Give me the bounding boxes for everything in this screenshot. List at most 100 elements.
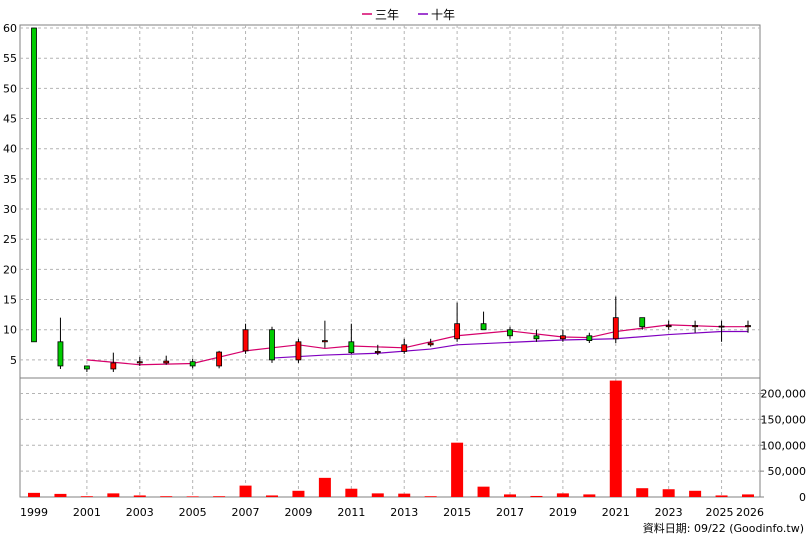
price-tick-label: 5 [10, 354, 17, 367]
candle-body [163, 360, 170, 364]
candle-body [216, 351, 223, 367]
volume-bar [583, 494, 596, 497]
volume-bar [318, 477, 331, 497]
volume-bar [477, 486, 490, 497]
volume-bar [266, 495, 278, 497]
candle-body [110, 362, 117, 370]
volume-bar [530, 495, 543, 497]
volume-bar [451, 442, 464, 497]
candle-body [83, 365, 90, 370]
volume-bar [715, 495, 728, 497]
candle-body [189, 361, 196, 367]
year-tick-label: 2017 [496, 506, 524, 519]
price-tick-label: 35 [3, 173, 17, 186]
candle-body [31, 27, 37, 343]
volume-bar [54, 493, 67, 497]
volume-bar [556, 493, 569, 497]
year-tick-label: 2025 [706, 506, 734, 519]
legend-label: 十年 [431, 8, 455, 22]
candle-body [718, 325, 725, 328]
volume-tick-label: 100,000 [761, 439, 807, 452]
volume-bar [609, 380, 622, 497]
year-tick-label: 2003 [126, 506, 154, 519]
year-tick-label: 2015 [443, 506, 471, 519]
legend-label: 三年 [375, 8, 399, 22]
volume-tick-label: 150,000 [761, 413, 807, 426]
volume-bar [239, 485, 252, 497]
candle-body [692, 325, 699, 328]
candle-body [136, 361, 143, 364]
price-plot-frame [19, 24, 761, 379]
price-tick-label: 50 [3, 82, 17, 95]
price-tick-label: 30 [3, 203, 17, 216]
volume-tick-label: 200,000 [761, 388, 807, 401]
volume-bar [662, 489, 675, 497]
price-gridlines [20, 25, 760, 378]
price-axis-ticks: 5 10 15 20 25 30 35 40 45 50 55 60 [3, 22, 17, 367]
price-tick-label: 45 [3, 113, 17, 126]
candle-body [454, 323, 461, 340]
candle-body [401, 344, 408, 352]
candle-body [427, 342, 434, 346]
volume-bars [28, 380, 754, 497]
volume-bar [28, 492, 40, 497]
year-tick-label: 2009 [284, 506, 312, 519]
year-tick-label: 2011 [337, 506, 365, 519]
volume-bar [371, 493, 384, 497]
year-tick-label: 2026 [736, 506, 764, 519]
year-tick-label: 2007 [232, 506, 260, 519]
volume-bar [345, 488, 358, 497]
volume-bar [80, 496, 93, 497]
candle-body [533, 335, 540, 340]
data-date-note: 資料日期: 09/22 (Goodinfo.tw) [643, 521, 804, 535]
candle-body [269, 329, 275, 361]
candle-body [612, 317, 619, 340]
candlesticks [31, 27, 751, 372]
year-tick-label: 2013 [390, 506, 418, 519]
candle-body [586, 335, 593, 341]
volume-bar [107, 493, 120, 497]
chart-legend: 三年 十年 [362, 8, 455, 22]
price-tick-label: 15 [3, 294, 17, 307]
candle-body [348, 341, 355, 354]
volume-tick-label: 50,000 [768, 465, 807, 478]
volume-bar [160, 496, 173, 497]
volume-axis-ticks: 0 50,000 100,000 150,000 200,000 [760, 388, 806, 504]
volume-bar [636, 488, 649, 497]
year-axis-ticks: 1999 2001 2003 2005 2007 2009 2011 2013 2015 2017… [20, 506, 764, 519]
volume-gridlines [20, 378, 760, 497]
candle-body [57, 341, 64, 367]
volume-bar [292, 490, 305, 497]
candle-body [639, 317, 646, 328]
candle-body [665, 325, 672, 328]
price-tick-label: 20 [3, 263, 17, 276]
volume-bar [742, 494, 754, 497]
volume-bar [424, 496, 437, 497]
volume-bar [213, 496, 226, 497]
candle-body [745, 325, 751, 328]
candle-body [559, 335, 566, 340]
year-tick-label: 2005 [179, 506, 207, 519]
price-tick-label: 60 [3, 22, 17, 35]
candle-body [295, 341, 302, 361]
candle-body [507, 329, 513, 337]
volume-plot-frame [19, 377, 761, 498]
volume-bar [504, 494, 516, 497]
volume-bar [133, 495, 146, 497]
volume-bar [689, 490, 702, 497]
year-tick-label: 1999 [20, 506, 48, 519]
year-tick-label: 2021 [602, 506, 630, 519]
volume-tick-label: 0 [799, 491, 806, 504]
candle-body [321, 340, 328, 343]
volume-bar [186, 496, 199, 497]
candle-body [374, 351, 381, 354]
price-tick-label: 55 [3, 52, 17, 65]
ma-line-10yr [271, 330, 748, 359]
candle-body [242, 329, 249, 352]
year-tick-label: 2023 [655, 506, 683, 519]
price-tick-label: 25 [3, 233, 17, 246]
volume-bar [398, 493, 411, 497]
year-tick-label: 2001 [73, 506, 101, 519]
price-tick-label: 40 [3, 143, 17, 156]
